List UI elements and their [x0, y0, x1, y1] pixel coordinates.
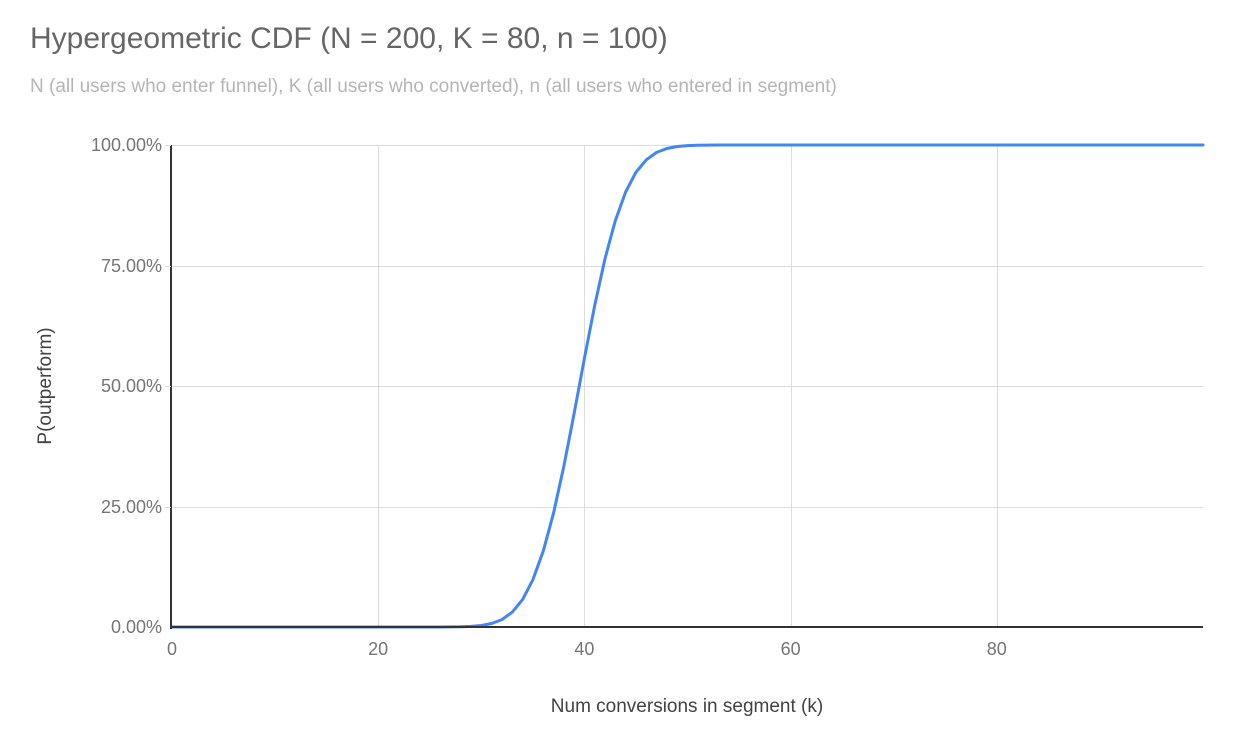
chart-title: Hypergeometric CDF (N = 200, K = 80, n =…	[30, 22, 668, 55]
x-gridline	[996, 145, 998, 627]
y-tick-label: 100.00%	[90, 135, 162, 155]
cdf-curve	[170, 143, 1205, 629]
y-tick-label: 25.00%	[100, 496, 162, 517]
y-axis-line	[170, 145, 172, 629]
y-tick-labels: 0.00% 25.00% 50.00% 75.00% 100.00%	[0, 135, 162, 637]
x-tick-label: 40	[574, 639, 595, 659]
y-tick-label: 50.00%	[100, 376, 162, 396]
x-tick-label: 80	[986, 639, 1007, 659]
x-tick-label: 60	[780, 639, 801, 659]
y-tick-label: 0.00%	[110, 617, 162, 637]
y-gridline	[172, 386, 1203, 387]
y-tick-mark	[165, 265, 171, 267]
x-axis-title: Num conversions in segment (k)	[550, 696, 824, 717]
plot-area	[170, 143, 1205, 629]
x-gridline	[790, 145, 792, 627]
y-gridline	[172, 265, 1203, 267]
x-tick-labels: 0 20 40 60 80	[167, 639, 1203, 663]
x-gridline	[378, 145, 380, 627]
cdf-curve-line	[170, 143, 1205, 629]
x-tick-label: 20	[368, 639, 389, 659]
y-tick-mark	[165, 145, 171, 146]
x-tick-label: 0	[166, 639, 178, 659]
y-tick-mark	[165, 506, 171, 508]
x-axis-line	[170, 626, 1203, 628]
y-tick-label: 75.00%	[100, 255, 162, 276]
x-gridline	[584, 145, 586, 627]
y-gridline	[172, 506, 1203, 508]
chart-subtitle: N (all users who enter funnel), K (all u…	[30, 76, 837, 97]
y-tick-mark	[165, 386, 171, 387]
